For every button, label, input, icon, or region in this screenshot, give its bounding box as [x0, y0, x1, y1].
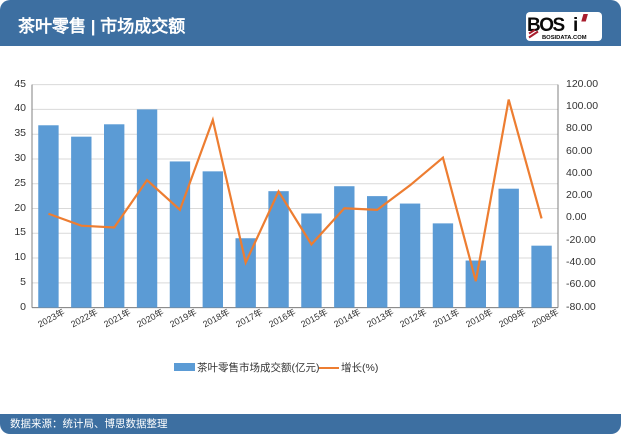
- svg-text:BOS: BOS: [527, 15, 565, 36]
- svg-text:i: i: [573, 15, 578, 36]
- svg-text:BOSIDATA.COM: BOSIDATA.COM: [542, 35, 587, 41]
